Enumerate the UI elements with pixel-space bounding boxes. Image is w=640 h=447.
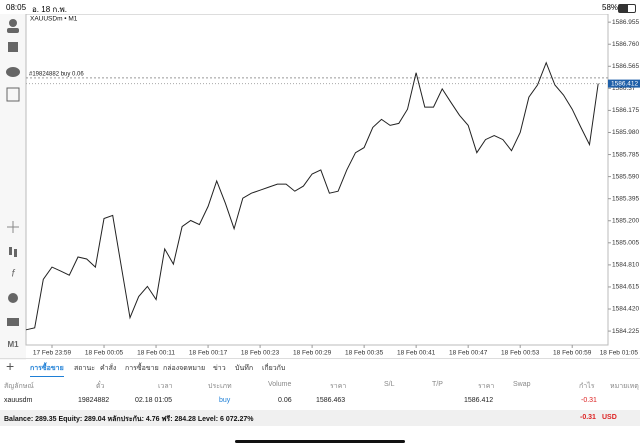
x-tick-label: 18 Feb 00:59	[553, 350, 592, 357]
tab[interactable]: บันทึก	[235, 365, 254, 372]
x-tick-label: 18 Feb 01:05	[600, 350, 639, 357]
column-header: เวลา	[158, 383, 173, 390]
y-tick-label: 1586.175	[612, 107, 639, 114]
x-tick-label: 18 Feb 00:35	[345, 350, 384, 357]
footer-summary: Balance: 289.35 Equity: 289.04 หลักประกั…	[4, 416, 254, 423]
column-header: ราคา	[330, 383, 347, 390]
column-header: S/L	[384, 381, 395, 388]
cell-profit: -0.31	[581, 397, 597, 404]
y-tick-label: 1584.225	[612, 328, 639, 335]
column-header: ประเภท	[208, 383, 232, 390]
x-tick-label: 18 Feb 00:29	[293, 350, 332, 357]
price-line-series	[25, 61, 599, 331]
price-tag-label: 1586.412	[611, 80, 638, 87]
column-header: กำไร	[579, 383, 595, 390]
column-header: หมายเหตุ	[610, 383, 639, 390]
tab[interactable]: กล่องจดหมาย	[163, 365, 206, 372]
timeframe-icon[interactable]: M1	[7, 340, 19, 349]
y-tick-label: 1586.565	[612, 63, 639, 70]
template-icon[interactable]	[7, 318, 19, 326]
price-tag	[608, 79, 640, 88]
objects-icon[interactable]	[8, 293, 18, 303]
add-button[interactable]: +	[6, 358, 15, 374]
tab[interactable]: คำสั่ง	[100, 365, 117, 372]
status-date: อ. 18 ก.พ.	[32, 5, 67, 14]
y-tick-label: 1585.980	[612, 129, 639, 136]
column-header: Volume	[268, 381, 292, 388]
account-icon-body	[7, 28, 19, 33]
y-tick-label: 1584.420	[612, 306, 639, 313]
divider	[0, 358, 640, 359]
column-header: สัญลักษณ์	[4, 383, 34, 390]
x-tick-label: 18 Feb 00:53	[501, 350, 540, 357]
footer-profit: -0.31	[580, 414, 596, 421]
trade-icon[interactable]	[8, 42, 18, 52]
tab[interactable]: สถานะ	[74, 365, 95, 372]
x-tick-label: 18 Feb 00:23	[241, 350, 280, 357]
x-tick-label: 18 Feb 00:05	[85, 350, 124, 357]
y-tick-label: 1585.005	[612, 240, 639, 247]
x-tick-label: 18 Feb 00:41	[397, 350, 436, 357]
tab-active[interactable]: การซื้อขาย	[30, 363, 64, 377]
battery-level	[619, 5, 628, 12]
column-header: T/P	[432, 381, 443, 388]
y-tick-label: 1586.37	[612, 85, 636, 92]
chart-area: f M1 XAUUSDm • M1 1586.955 1586.760 1586.5…	[0, 14, 640, 360]
cell-type: buy	[219, 397, 231, 404]
column-header: Swap	[513, 381, 531, 388]
y-tick-label: 1586.760	[612, 41, 639, 48]
candles-icon[interactable]	[9, 247, 12, 255]
toolbar	[0, 14, 26, 360]
footer-bar	[0, 410, 640, 426]
home-indicator	[235, 440, 405, 443]
plot-frame	[25, 14, 609, 346]
footer-currency: USD	[602, 414, 617, 421]
status-time: 08:05	[6, 3, 27, 12]
x-tick-label: 18 Feb 00:11	[137, 350, 175, 357]
account-icon[interactable]	[9, 19, 17, 27]
x-tick-label: 17 Feb 23:59	[33, 350, 72, 357]
column-header: ตั๋ว	[96, 383, 105, 390]
cell-ticket: 19824882	[78, 397, 110, 404]
indicators-icon[interactable]: f	[12, 269, 16, 280]
cell-current-price: 1586.412	[464, 397, 494, 404]
candles-icon-2	[14, 249, 17, 257]
y-tick-label: 1586.955	[612, 19, 639, 26]
cell-volume: 0.06	[278, 397, 292, 404]
tab[interactable]: เกี่ยวกับ	[262, 365, 286, 372]
y-tick-label: 1585.200	[612, 217, 639, 224]
y-tick-label: 1585.395	[612, 195, 639, 202]
tab[interactable]: ข่าว	[213, 365, 226, 372]
status-battery: 58%	[602, 3, 619, 12]
cell-price: 1586.463	[316, 397, 346, 404]
cell-time: 02.18 01:05	[135, 397, 172, 404]
order-line-label: #19824882 buy 0.06	[29, 71, 84, 77]
y-tick-label: 1585.590	[612, 173, 639, 180]
column-header: ราคา	[478, 383, 495, 390]
y-tick-label: 1584.810	[612, 262, 639, 269]
crosshair-icon[interactable]	[7, 221, 19, 233]
toolbar-icons: f M1	[6, 19, 20, 349]
battery-icon	[618, 4, 636, 13]
x-tick-label: 18 Feb 00:47	[449, 350, 488, 357]
tab[interactable]: การซื้อขาย	[125, 365, 159, 372]
chart-title: XAUUSDm • M1	[30, 16, 78, 23]
x-tick-label: 18 Feb 00:17	[189, 350, 228, 357]
y-tick-label: 1585.785	[612, 151, 639, 158]
chat-icon[interactable]	[6, 67, 20, 77]
cell-symbol: xauusdm	[4, 397, 33, 404]
y-tick-label: 1584.615	[612, 284, 639, 291]
new-order-icon[interactable]	[6, 87, 20, 102]
